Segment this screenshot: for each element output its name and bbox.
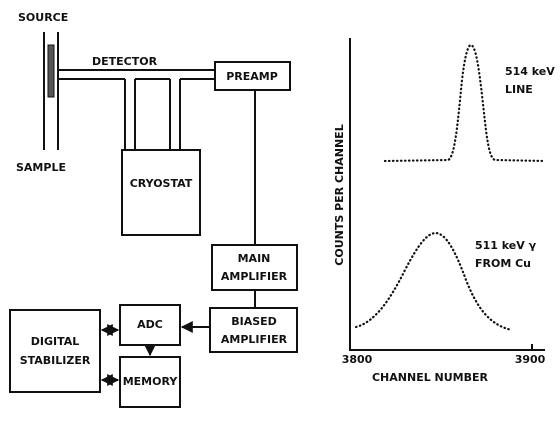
- node-label: PREAMP: [226, 70, 278, 83]
- connections: [100, 90, 256, 386]
- node-label: DIGITAL: [31, 335, 80, 348]
- x-tick-label: 3900: [515, 353, 546, 366]
- node-label: MAIN: [238, 252, 271, 265]
- stabilizer-box: [9, 309, 101, 393]
- sample-label: SAMPLE: [16, 161, 66, 174]
- detector-label: DETECTOR: [92, 55, 158, 68]
- source-assembly: [43, 32, 59, 150]
- x-axis-label: CHANNEL NUMBER: [372, 371, 489, 384]
- preamp-box: [214, 61, 291, 91]
- annotation: FROM Cu: [475, 257, 531, 270]
- node-label: BIASED: [231, 315, 277, 328]
- source-label: SOURCE: [18, 11, 68, 24]
- y-axis-label: COUNTS PER CHANNEL: [333, 124, 346, 265]
- annotation: LINE: [505, 83, 533, 96]
- annotation: 511 keV γ: [475, 239, 537, 252]
- spectrum-axes: [349, 38, 545, 351]
- memory-box: [119, 356, 181, 408]
- spectrum-514-kev: [383, 43, 547, 163]
- cryostat-box: [121, 149, 201, 236]
- node-label: ADC: [137, 318, 163, 331]
- annotation: 514 keV: [505, 65, 555, 78]
- x-tick-label: 3800: [342, 353, 373, 366]
- detector-pipe: [58, 69, 215, 150]
- biased-amplifier-box: [209, 307, 298, 353]
- node-label: MEMORY: [123, 375, 179, 388]
- spectrum-511-kev: [354, 231, 514, 332]
- node-label: STABILIZER: [20, 354, 91, 367]
- node-label: CRYOSTAT: [130, 177, 193, 190]
- node-label: AMPLIFIER: [221, 333, 288, 346]
- node-label: AMPLIFIER: [221, 270, 288, 283]
